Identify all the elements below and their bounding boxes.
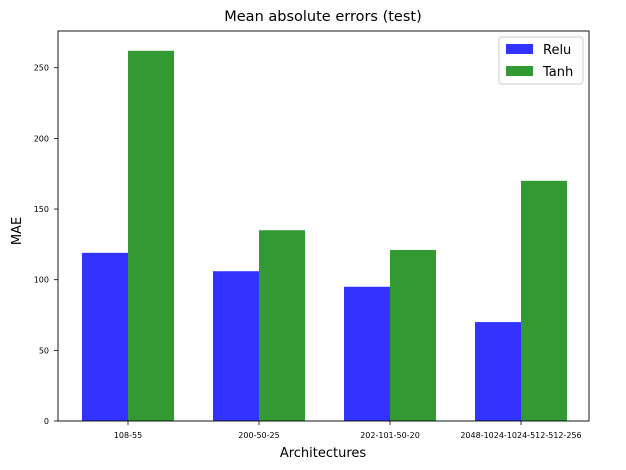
y-tick-label-4: 150 <box>34 205 49 214</box>
bar-relu-3 <box>344 286 390 421</box>
y-tick-label-3: 100 <box>34 276 49 285</box>
y-tick-label-5: 200 <box>34 134 49 143</box>
x-tick-label-1: 108-55 <box>114 431 142 440</box>
x-axis-label: Architectures <box>280 446 367 461</box>
axes-frame <box>57 30 590 422</box>
bar-tanh-1 <box>128 50 174 422</box>
bar-relu-2 <box>213 271 259 421</box>
bar-tanh-2 <box>259 230 305 421</box>
bar-tanh-3 <box>390 250 436 421</box>
chart-title: Mean absolute errors (test) <box>224 9 422 25</box>
legend: Relu Tanh <box>498 36 584 85</box>
y-tick-label-2: 50 <box>39 346 49 355</box>
bar-relu-4 <box>475 322 521 421</box>
x-tick-label-2: 200-50-25 <box>238 431 279 440</box>
bar-relu-1 <box>82 252 128 421</box>
x-tick-label-3: 202-101-50-20 <box>360 431 420 440</box>
x-tick-label-4: 2048-1024-1024-512-512-256 <box>460 431 581 440</box>
legend-label-relu: Relu <box>543 43 571 58</box>
legend-swatch-tanh <box>506 66 533 76</box>
legend-swatch-relu <box>506 44 533 54</box>
legend-label-tanh: Tanh <box>542 65 573 80</box>
plot-area: 108-55 200-50-25 202-101-50-20 2048-1024-10… <box>34 30 590 440</box>
y-tick-label-1: 0 <box>44 417 49 426</box>
y-tick-label-6: 250 <box>34 64 49 73</box>
y-axis-label: MAE <box>10 217 25 245</box>
bar-tanh-4 <box>521 180 567 421</box>
